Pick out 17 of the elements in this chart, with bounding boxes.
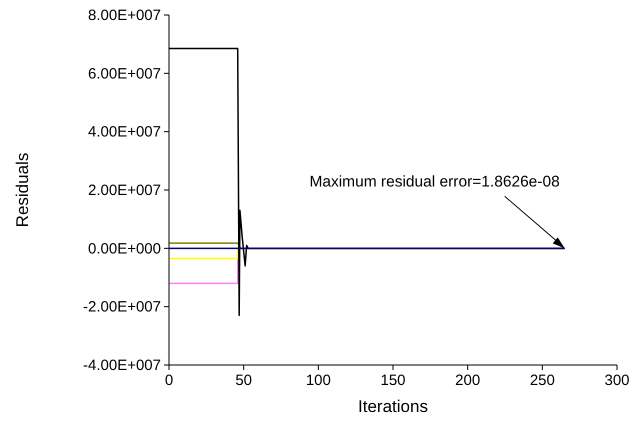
y-tick-label: -4.00E+007 xyxy=(83,357,161,374)
y-tick-label: 6.00E+007 xyxy=(88,65,161,82)
x-tick-label: 0 xyxy=(164,372,174,389)
y-tick-label: 4.00E+007 xyxy=(88,124,161,141)
annotation: Maximum residual error=1.8626e-08 xyxy=(309,173,560,190)
x-tick-label: 100 xyxy=(306,372,331,389)
y-axis-title: Residuals xyxy=(13,152,32,228)
x-axis-title: Iterations xyxy=(358,397,428,416)
x-tick-label: 150 xyxy=(380,372,406,389)
x-tick-label: 250 xyxy=(530,372,555,389)
x-tick-label: 50 xyxy=(235,372,252,389)
y-tick-label: 8.00E+007 xyxy=(88,7,161,24)
y-tick-label: 0.00E+000 xyxy=(88,240,161,258)
x-tick-label: 300 xyxy=(604,372,630,389)
x-tick-label: 200 xyxy=(455,372,480,389)
y-tick-label: -2.00E+007 xyxy=(83,298,161,316)
y-tick-label: 2.00E+007 xyxy=(88,182,161,199)
